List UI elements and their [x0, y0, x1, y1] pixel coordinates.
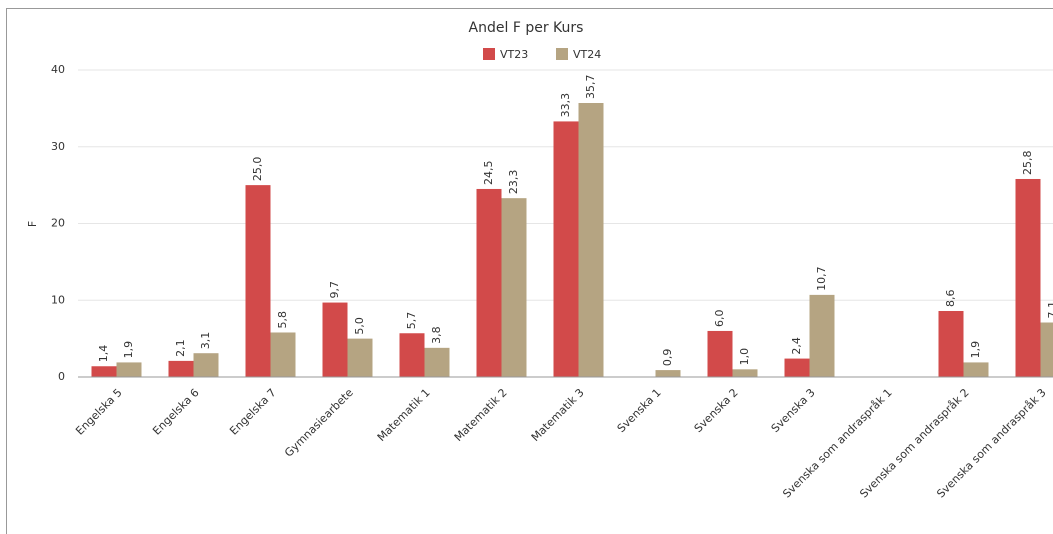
y-tick-label: 0	[58, 370, 65, 383]
y-tick-label: 10	[51, 293, 65, 306]
value-label: 33,3	[559, 93, 572, 118]
bar	[91, 366, 117, 377]
value-label: 6,0	[713, 309, 726, 327]
value-label: 25,0	[251, 157, 264, 182]
bar	[347, 338, 373, 377]
frame	[6, 8, 1053, 534]
value-label: 1,0	[738, 348, 751, 366]
value-label: 2,1	[174, 339, 187, 357]
bar	[1040, 322, 1053, 377]
value-label: 3,1	[199, 332, 212, 350]
value-label: 1,4	[97, 345, 110, 363]
x-tick-label: Svenska 1	[615, 386, 664, 435]
value-label: 9,7	[328, 281, 341, 299]
x-tick-label: Matematik 1	[375, 386, 433, 444]
bar	[322, 302, 348, 377]
x-tick-label: Engelska 6	[150, 386, 202, 438]
bar	[655, 370, 681, 377]
value-label: 7,1	[1046, 301, 1053, 319]
y-axis-label: F	[26, 221, 39, 227]
value-label: 3,8	[430, 326, 443, 344]
bar	[168, 360, 194, 377]
value-label: 2,4	[790, 337, 803, 355]
value-label: 8,6	[944, 289, 957, 307]
bar	[784, 358, 810, 377]
bar	[501, 198, 527, 377]
x-tick-label: Gymnasiearbete	[282, 386, 356, 460]
legend-swatch	[556, 48, 568, 60]
bar	[809, 294, 835, 377]
chart-title: Andel F per Kurs	[469, 20, 584, 36]
legend-label: VT24	[573, 48, 601, 61]
bar	[399, 333, 425, 377]
bar	[963, 362, 989, 377]
bar	[1015, 178, 1041, 377]
y-tick-label: 40	[51, 63, 65, 76]
bar	[424, 347, 450, 377]
x-tick-label: Svenska 2	[692, 386, 741, 435]
value-label: 0,9	[661, 349, 674, 367]
value-label: 1,9	[969, 341, 982, 359]
x-tick-label: Matematik 2	[452, 386, 510, 444]
bar	[578, 103, 604, 377]
x-tick-label: Engelska 5	[73, 386, 125, 438]
value-label: 35,7	[584, 75, 597, 100]
bar	[732, 369, 758, 377]
legend-swatch	[483, 48, 495, 60]
bar	[193, 353, 219, 377]
bar	[270, 332, 296, 377]
value-label: 5,0	[353, 317, 366, 335]
legend-label: VT23	[500, 48, 528, 61]
x-tick-label: Matematik 3	[529, 386, 587, 444]
value-label: 25,8	[1021, 150, 1034, 175]
x-tick-label: Svenska 3	[769, 386, 818, 435]
bar	[707, 330, 733, 377]
x-tick-label: Engelska 7	[227, 386, 279, 438]
value-label: 23,3	[507, 170, 520, 195]
bar	[938, 310, 964, 377]
bar	[476, 188, 502, 377]
y-tick-label: 30	[51, 140, 65, 153]
value-label: 10,7	[815, 266, 828, 291]
value-label: 5,8	[276, 311, 289, 329]
value-label: 24,5	[482, 160, 495, 185]
bar	[116, 362, 142, 377]
y-tick-label: 20	[51, 217, 65, 230]
bar	[245, 185, 271, 377]
value-label: 1,9	[122, 341, 135, 359]
value-label: 5,7	[405, 312, 418, 330]
bar	[553, 121, 579, 377]
